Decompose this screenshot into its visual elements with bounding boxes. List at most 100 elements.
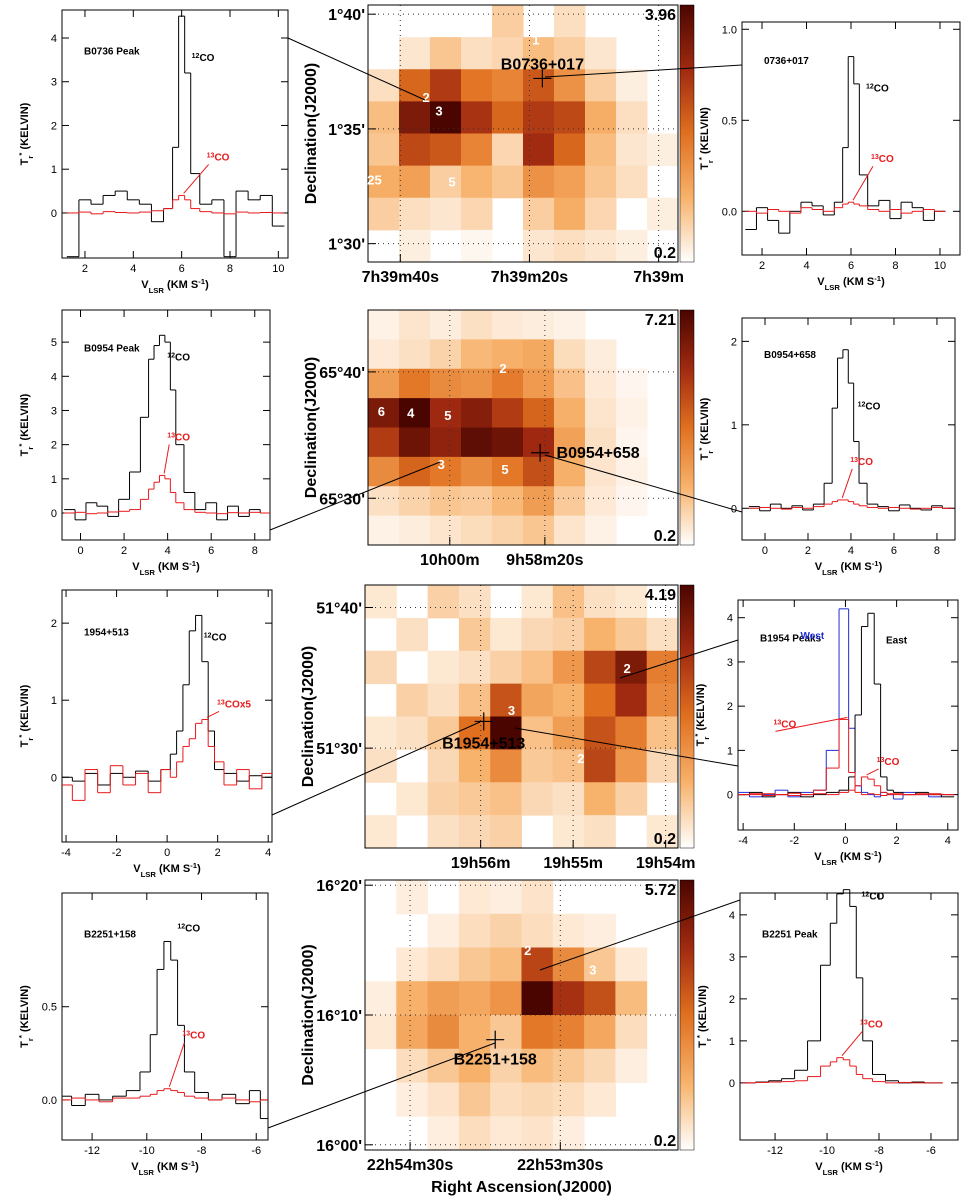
map-cell xyxy=(616,368,648,399)
map-cell xyxy=(584,981,616,1016)
map-cell xyxy=(554,310,586,340)
map-cell xyxy=(584,749,616,783)
x-tick-label: 4 xyxy=(945,835,951,847)
map-cell xyxy=(490,913,522,948)
y-tick-label: 65°40' xyxy=(319,365,365,382)
y-axis-label: Tr* (KELVIN) xyxy=(17,985,35,1048)
map-cell xyxy=(430,339,462,370)
x-axis-label-part: ) xyxy=(196,561,200,573)
map-cell xyxy=(552,981,585,1016)
map-cell xyxy=(552,1082,585,1117)
map-cell xyxy=(461,310,493,340)
map-cell xyxy=(368,486,400,517)
y-tick-label: 0 xyxy=(729,1078,735,1090)
map-cell xyxy=(490,1082,522,1117)
peak-label: 2 xyxy=(624,661,631,676)
map-cell xyxy=(458,617,491,652)
map-cell xyxy=(521,1082,554,1117)
leader-line xyxy=(852,165,874,201)
step-riser xyxy=(74,335,261,520)
colorbar xyxy=(679,4,695,263)
spectrum-panel: 02468012VLSR (KM S-1)Tr* (KELVIN)B0954+6… xyxy=(697,317,956,577)
panel-label: 1954+513 xyxy=(84,627,129,638)
colorbar xyxy=(679,584,695,849)
map-cell xyxy=(584,683,616,717)
x-tick-label: -8 xyxy=(197,1145,207,1157)
map-cell xyxy=(490,617,522,652)
series-label-part: CO xyxy=(868,1020,883,1031)
y-axis-label: Tr* (KELVIN) xyxy=(17,393,35,456)
connector-line xyxy=(269,461,441,531)
series-label-part: 12 xyxy=(167,352,175,359)
y-axis-label: Tr* (KELVIN) xyxy=(697,397,715,460)
colorbar-min: 0.2 xyxy=(654,245,676,262)
map-cell xyxy=(430,37,462,70)
y-axis-label-part: * xyxy=(17,444,26,447)
y-tick-label: 4 xyxy=(729,910,735,922)
series-label: 13CO xyxy=(182,1030,205,1042)
map-panel: 7h39m40s 7h39m20s 7h39m 1°40' 1°35' 1°30' 3.96… xyxy=(303,4,695,286)
peak-label: 25 xyxy=(367,172,381,187)
series-label-part: 13 xyxy=(871,154,879,161)
map-cell xyxy=(552,683,585,717)
spectrum-panel: -12 -10 -8 -6 0.0 0.5 VLSR (KM S-1) Tr* (KELVIN… xyxy=(17,892,269,1177)
map-cell xyxy=(523,398,555,428)
map-cell xyxy=(368,69,400,102)
map-cell xyxy=(368,133,400,167)
x-tick-label: -10 xyxy=(819,1145,835,1157)
map-cell xyxy=(492,339,524,370)
map-cell xyxy=(458,683,491,717)
map-cell xyxy=(523,69,555,102)
leader-line xyxy=(206,711,220,718)
series-label: 12CO xyxy=(858,401,881,413)
y-tick-label: 0.0 xyxy=(42,1095,57,1107)
series-label: 13COx5 xyxy=(217,699,251,711)
map-cell xyxy=(554,398,586,428)
peak-label: 1 xyxy=(532,32,539,47)
step-riser xyxy=(755,202,935,214)
x-axis-label-part: (KM S xyxy=(837,851,871,863)
x-tick-label: 8 xyxy=(227,263,233,275)
leader-line xyxy=(841,1031,863,1056)
map-cell xyxy=(427,947,460,982)
map-cell xyxy=(585,368,617,399)
map-cell xyxy=(458,1082,491,1117)
map-cell xyxy=(396,1048,429,1083)
map-cell xyxy=(615,1048,648,1083)
map-cell xyxy=(521,1048,554,1083)
map-cell xyxy=(523,229,555,263)
map-cell xyxy=(490,782,522,816)
connector-line xyxy=(544,454,743,513)
y-axis-label-part: r xyxy=(26,1038,35,1041)
y-tick-label: 3 xyxy=(51,405,57,417)
map-cell xyxy=(584,617,616,652)
source-marker xyxy=(533,69,552,88)
map-cell xyxy=(584,913,616,948)
map-cell xyxy=(554,133,586,167)
y-tick-label: 16°10' xyxy=(316,1008,362,1025)
x-axis-label-part: ) xyxy=(197,863,201,875)
map-cell xyxy=(490,749,522,783)
y-tick-label: 0.5 xyxy=(722,115,737,127)
y-axis-label-part: T xyxy=(699,163,711,170)
map-cell xyxy=(461,515,493,546)
map-cell xyxy=(521,981,554,1016)
series-label: 13CO xyxy=(877,756,900,768)
map-cell xyxy=(554,165,586,199)
peak-label: 2 xyxy=(577,751,584,766)
connector-line xyxy=(271,721,481,816)
map-frame xyxy=(364,584,679,849)
source-marker xyxy=(474,712,493,731)
x-tick-label: -6 xyxy=(926,1145,936,1157)
map-cell xyxy=(461,486,493,517)
y-axis-label: Tr* (KELVIN) xyxy=(17,102,35,165)
y-tick-label: 1 xyxy=(729,1036,735,1048)
x-tick-label: 2 xyxy=(215,847,221,859)
series-label: 13CO xyxy=(871,154,894,166)
map-cell xyxy=(552,1116,585,1151)
x-tick-label: 6 xyxy=(208,545,214,557)
y-axis-label-part: (KELVIN) xyxy=(19,684,31,734)
x-axis-label-part: LSR xyxy=(140,568,156,577)
